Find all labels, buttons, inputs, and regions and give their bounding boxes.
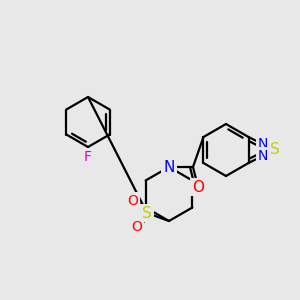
Text: N: N <box>258 137 268 151</box>
Text: S: S <box>270 142 279 158</box>
Text: O: O <box>128 194 138 208</box>
Text: O: O <box>132 220 142 234</box>
Text: N: N <box>258 149 268 163</box>
Text: N: N <box>163 160 175 175</box>
Text: O: O <box>192 179 204 194</box>
Text: S: S <box>142 206 152 220</box>
Text: F: F <box>84 150 92 164</box>
